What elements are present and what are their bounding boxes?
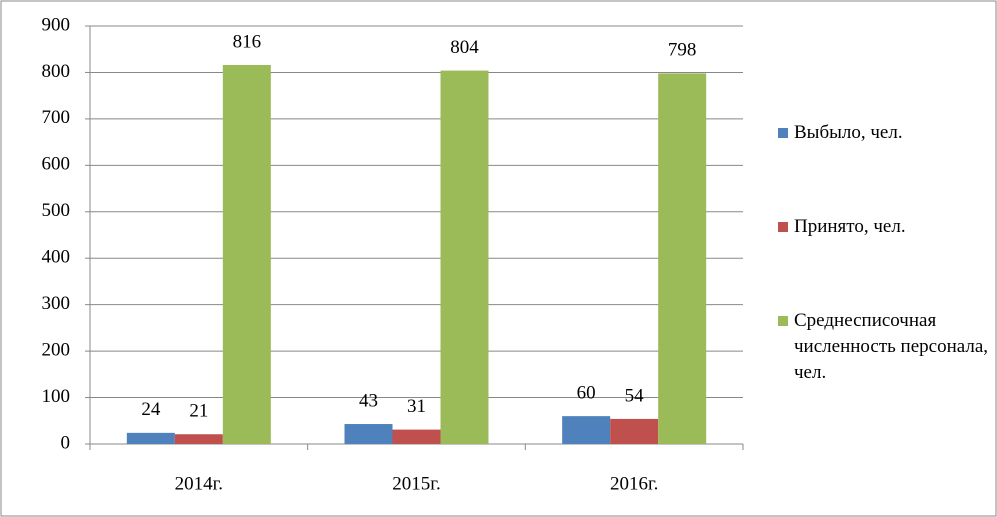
data-label: 54 <box>625 385 645 406</box>
y-tick-label: 200 <box>42 339 71 360</box>
legend-label: Принято, чел. <box>794 216 906 237</box>
legend-label: Выбыло, чел. <box>794 122 903 143</box>
x-tick-label: 2014г. <box>175 473 223 494</box>
legend-swatch <box>778 316 788 326</box>
bar <box>392 429 441 444</box>
legend-swatch <box>778 128 788 138</box>
bar <box>562 416 611 444</box>
y-tick-label: 800 <box>42 61 71 82</box>
data-label: 798 <box>668 40 697 61</box>
y-tick-label: 900 <box>42 14 71 35</box>
x-tick-label: 2016г. <box>610 473 658 494</box>
y-tick-label: 400 <box>42 247 71 268</box>
data-label: 804 <box>450 37 479 58</box>
y-tick-label: 500 <box>42 200 71 221</box>
y-tick-label: 600 <box>42 154 71 175</box>
legend-label: Среднесписочная численность персонала, ч… <box>794 310 988 383</box>
bar <box>610 418 659 444</box>
data-label: 816 <box>233 31 262 52</box>
data-label: 21 <box>189 401 208 422</box>
data-label: 24 <box>141 399 161 420</box>
y-tick-label: 300 <box>42 293 71 314</box>
bar <box>126 432 175 444</box>
bar <box>174 434 223 444</box>
legend-entry: Принято, чел. <box>778 214 993 308</box>
bar <box>344 424 393 444</box>
legend-entry: Выбыло, чел. <box>778 120 993 214</box>
data-label: 43 <box>359 390 378 411</box>
bar <box>222 65 271 444</box>
legend-swatch <box>778 222 788 232</box>
bar <box>440 70 489 444</box>
legend-entry: Среднесписочная численность персонала, ч… <box>778 308 993 402</box>
y-tick-label: 700 <box>42 107 71 128</box>
bar <box>658 73 707 444</box>
data-label: 31 <box>407 396 426 417</box>
y-tick-label: 100 <box>42 386 71 407</box>
data-label: 60 <box>577 382 596 403</box>
x-tick-label: 2015г. <box>392 473 440 494</box>
legend: Выбыло, чел. Принято, чел. Среднесписочная… <box>778 120 993 402</box>
y-tick-label: 0 <box>61 432 71 453</box>
